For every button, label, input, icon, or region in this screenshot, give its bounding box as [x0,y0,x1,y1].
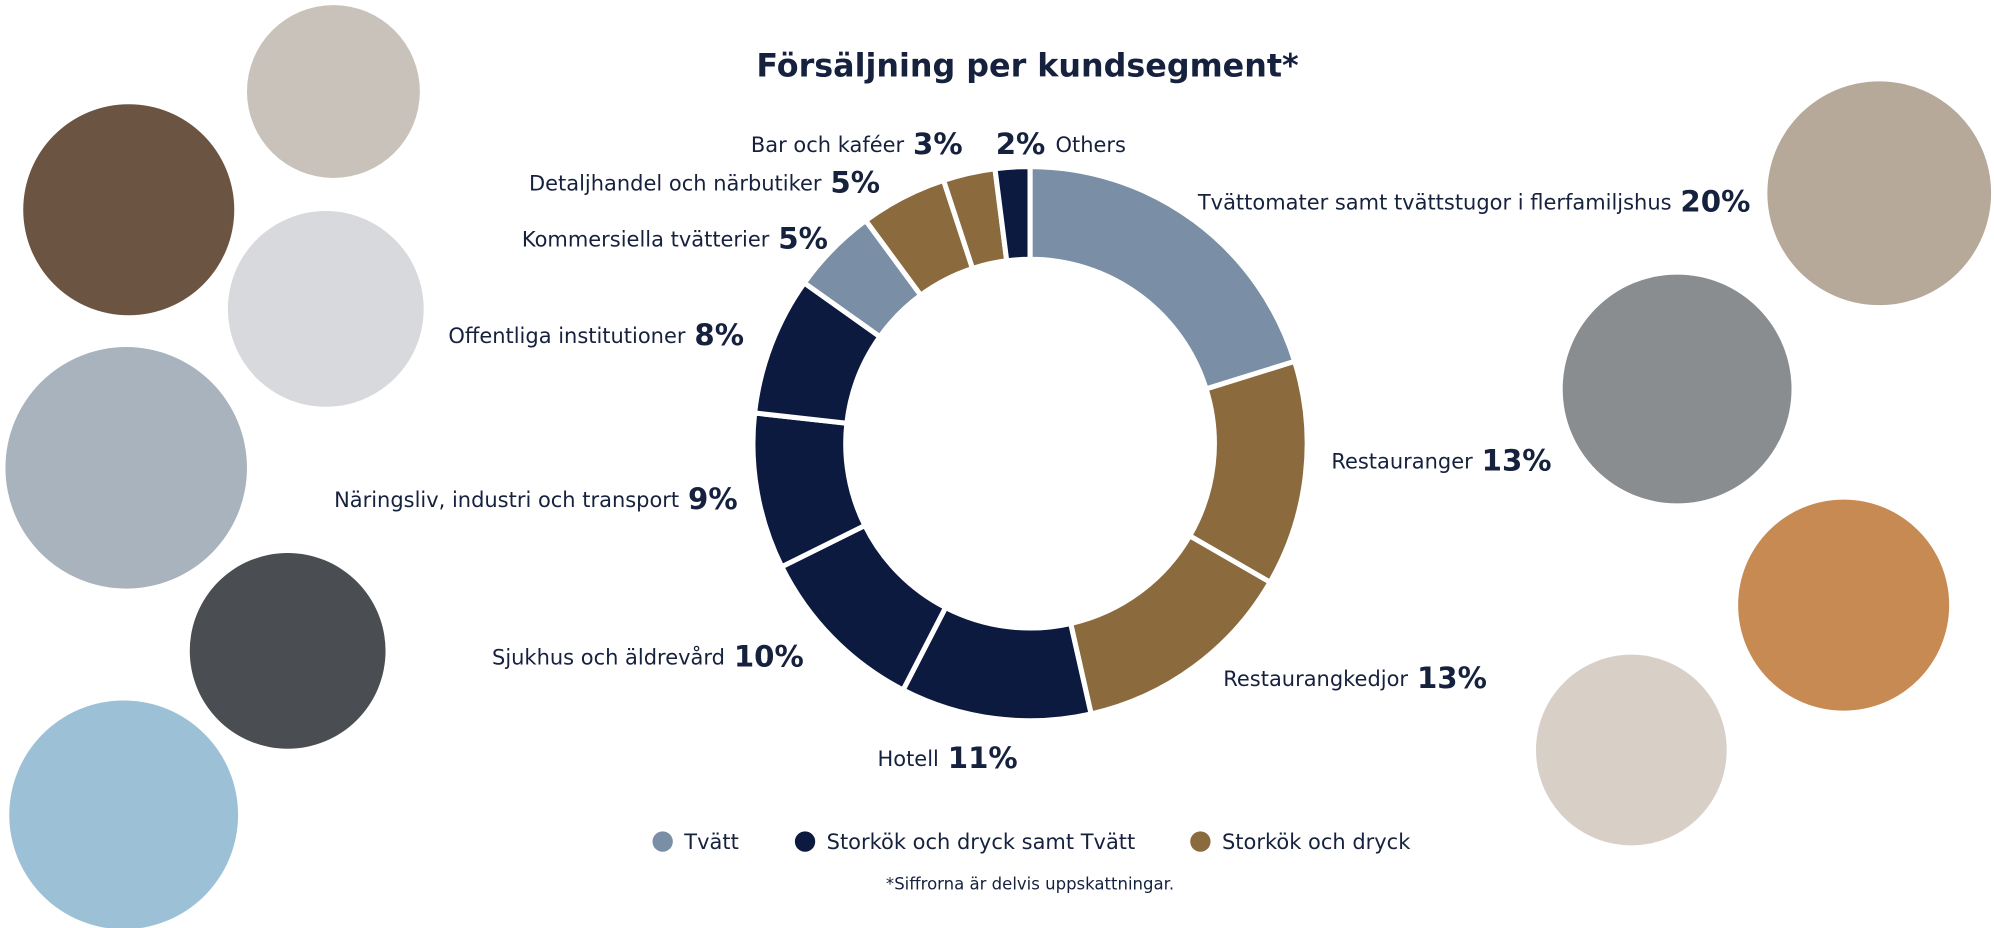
photo [1563,275,1792,504]
slice-value: 2% [996,127,1046,161]
slice-label: Offentliga institutioner 8% [448,318,744,352]
slice-name: Restauranger [1331,450,1473,474]
slice-label: Restaurangkedjor 13% [1223,661,1487,695]
slice-label: 2% Others [996,127,1126,161]
photo [5,347,247,589]
slice-label: Restauranger 13% [1331,444,1551,478]
slice-name: Tvättomater samt tvättstugor i flerfamil… [1197,190,1672,214]
slice-label: Hotell 11% [878,741,1018,775]
slice-value: 9% [688,482,738,516]
slice-label: Näringsliv, industri och transport 9% [334,482,738,516]
photo [23,104,234,315]
slice-name: Offentliga institutioner [448,324,686,348]
legend-marker [1190,831,1210,851]
slice-value: 13% [1417,661,1487,695]
page: Försäljning per kundsegment* *Siffrorna … [0,0,1994,928]
chart-title: Försäljning per kundsegment* [756,48,1298,84]
legend-label: Storkök och dryck samt Tvätt [827,830,1136,854]
slice-value: 11% [948,741,1018,775]
slice-name: Hotell [878,747,939,771]
photo [247,5,420,178]
slice-label: Tvättomater samt tvättstugor i flerfamil… [1197,184,1751,218]
footnote: *Siffrorna är delvis uppskattningar. [886,874,1174,893]
photo [1738,500,1949,711]
legend-label: Storkök och dryck [1222,830,1411,854]
legend-marker [795,831,815,851]
slice-value: 8% [694,318,744,352]
slice-value: 13% [1482,444,1552,478]
slice-name: Sjukhus och äldrevård [492,644,725,669]
slice-label: Detaljhandel och närbutiker 5% [529,165,880,199]
slice-value: 5% [778,221,828,255]
slice-name: Others [1056,133,1126,157]
slice-label: Sjukhus och äldrevård 10% [492,639,804,673]
photo [1767,81,1991,305]
photo [228,211,424,407]
slice-value: 5% [830,165,880,199]
slice-name: Restaurangkedjor [1223,667,1408,691]
slice-name: Näringsliv, industri och transport [334,488,679,512]
legend-label: Tvätt [683,830,739,854]
photo [1536,655,1727,846]
slice-name: Detaljhandel och närbutiker [529,171,822,195]
slice-value: 3% [913,127,963,161]
slice-value: 20% [1680,184,1750,218]
slice-value: 10% [734,639,804,673]
legend-marker [652,831,672,851]
slice-label: Bar och kaféer 3% [751,127,963,161]
photo [9,700,238,928]
chart: Försäljning per kundsegment* *Siffrorna … [0,0,1994,928]
photo [190,553,386,749]
slice-name: Bar och kaféer [751,133,905,157]
slice-name: Kommersiella tvätterier [522,227,770,251]
slice-label: Kommersiella tvätterier 5% [522,221,828,255]
